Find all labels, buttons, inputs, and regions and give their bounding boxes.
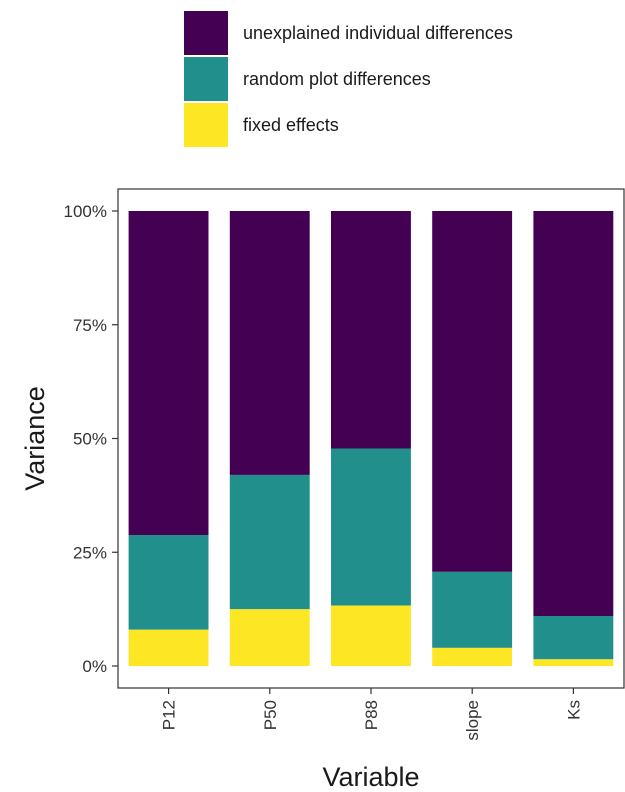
bar-segment-p12-fixed-effects xyxy=(128,629,209,666)
bar-segment-slope-random-plot-differences xyxy=(432,571,513,648)
bar-segment-p88-unexplained-individual-differences xyxy=(331,211,411,449)
x-axis: P12 P50 P88 slope Ks xyxy=(160,688,583,741)
legend-label: fixed effects xyxy=(243,115,339,135)
legend-label: random plot differences xyxy=(243,69,431,89)
bar-segment-ks-random-plot-differences xyxy=(533,616,614,660)
bar-segment-p88-fixed-effects xyxy=(331,605,411,666)
y-tick-label: 0% xyxy=(82,657,107,676)
y-tick-label: 100% xyxy=(64,202,107,221)
y-axis: 0% 25% 50% 75% 100% xyxy=(64,202,118,676)
y-tick-label: 50% xyxy=(73,430,107,449)
x-tick-label-slope: slope xyxy=(463,700,482,741)
bar-segment-ks-unexplained-individual-differences xyxy=(533,211,614,616)
bar-segment-slope-unexplained-individual-differences xyxy=(432,211,513,572)
x-tick-label-ks: Ks xyxy=(564,700,583,720)
bar-segment-ks-fixed-effects xyxy=(533,659,614,666)
x-tick-label-p12: P12 xyxy=(160,700,179,730)
x-axis-title: Variable xyxy=(322,762,419,792)
y-tick-label: 25% xyxy=(73,543,107,562)
bar-segment-p12-unexplained-individual-differences xyxy=(128,211,209,535)
y-axis-title: Variance xyxy=(20,386,50,491)
bar-segment-p88-random-plot-differences xyxy=(331,448,411,606)
x-tick-label-p88: P88 xyxy=(362,700,381,730)
legend-key-random-plot-differences xyxy=(184,57,228,101)
bar-segment-slope-fixed-effects xyxy=(432,647,513,666)
bar-segment-p50-fixed-effects xyxy=(229,609,310,666)
bar-segment-p50-random-plot-differences xyxy=(229,474,310,610)
legend-key-unexplained-individual-differences xyxy=(184,11,228,55)
y-tick-label: 75% xyxy=(73,316,107,335)
legend-label: unexplained individual differences xyxy=(243,23,513,43)
legend: unexplained individual differences random… xyxy=(184,11,513,147)
bar-segment-p12-random-plot-differences xyxy=(128,535,209,630)
bars xyxy=(128,211,614,666)
x-tick-label-p50: P50 xyxy=(261,700,280,730)
legend-key-fixed-effects xyxy=(184,103,228,147)
bar-segment-p50-unexplained-individual-differences xyxy=(229,211,310,475)
